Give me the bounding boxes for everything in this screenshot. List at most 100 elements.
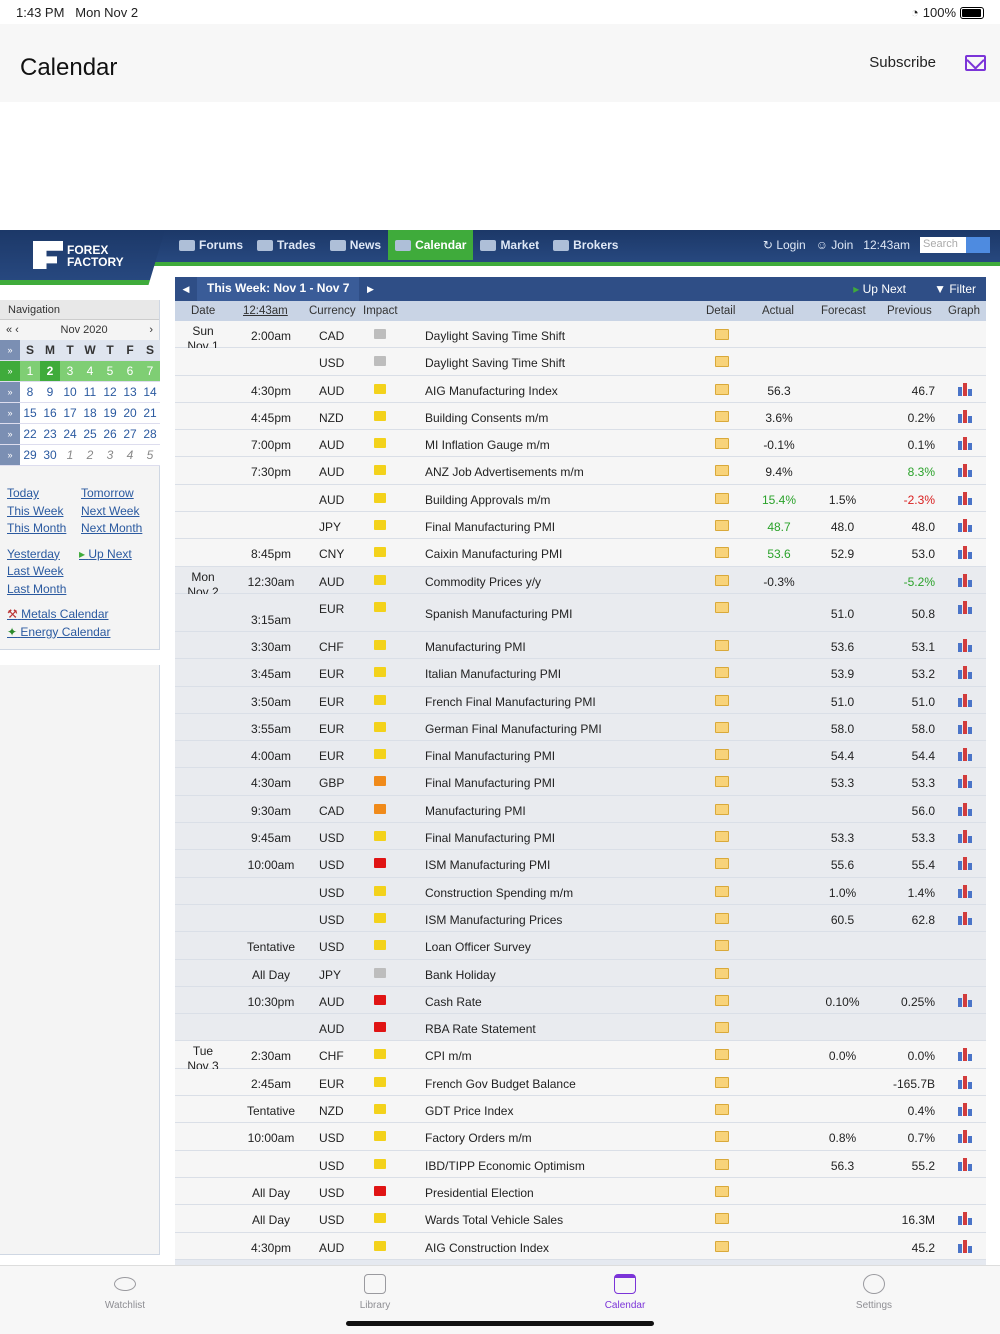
week-select-icon[interactable]: » bbox=[0, 424, 20, 445]
table-row[interactable]: 9:45am USD Final Manufacturing PMI 53.3 53.3 bbox=[175, 823, 986, 851]
table-row[interactable]: 10:30pm AUD Cash Rate 0.10% 0.25% bbox=[175, 986, 986, 1015]
forex-factory-logo[interactable]: FOREX FACTORY bbox=[0, 230, 165, 285]
link-up-next[interactable]: ▸ Up Next bbox=[79, 546, 132, 561]
graph-icon[interactable] bbox=[958, 1129, 972, 1144]
link-last-month[interactable]: Last Month bbox=[7, 581, 67, 596]
calendar-day[interactable]: 12 bbox=[100, 382, 120, 403]
detail-folder-icon[interactable] bbox=[715, 438, 729, 450]
calendar-day[interactable]: 19 bbox=[100, 403, 120, 424]
tab-library[interactable]: Library bbox=[315, 1274, 435, 1311]
impact-yellow-icon[interactable] bbox=[374, 1240, 386, 1251]
event-title[interactable]: German Final Manufacturing PMI bbox=[425, 721, 602, 736]
event-title[interactable]: ISM Manufacturing Prices bbox=[425, 912, 563, 927]
detail-folder-icon[interactable] bbox=[715, 547, 729, 559]
graph-icon[interactable] bbox=[958, 518, 972, 533]
detail-folder-icon[interactable] bbox=[715, 1240, 729, 1252]
calendar-day[interactable]: 10 bbox=[60, 382, 80, 403]
table-row[interactable]: USD ISM Manufacturing Prices 60.5 62.8 bbox=[175, 904, 986, 933]
event-title[interactable]: Building Consents m/m bbox=[425, 410, 549, 425]
graph-icon[interactable] bbox=[958, 491, 972, 505]
impact-yellow-icon[interactable] bbox=[374, 831, 386, 842]
week-select-icon[interactable]: » bbox=[0, 382, 20, 403]
event-title[interactable]: Italian Manufacturing PMI bbox=[425, 667, 562, 682]
event-title[interactable]: Final Manufacturing PMI bbox=[425, 520, 556, 535]
event-title[interactable]: Construction Spending m/m bbox=[425, 885, 574, 900]
detail-folder-icon[interactable] bbox=[715, 776, 729, 788]
calendar-day[interactable]: 5 bbox=[100, 361, 120, 382]
prev-year-icon[interactable]: « ‹ bbox=[6, 324, 19, 336]
graph-icon[interactable] bbox=[958, 747, 972, 762]
detail-folder-icon[interactable] bbox=[715, 1076, 729, 1088]
calendar-day[interactable]: 28 bbox=[140, 424, 160, 445]
nav-calendar[interactable]: Calendar bbox=[388, 230, 474, 260]
graph-icon[interactable] bbox=[958, 436, 972, 451]
graph-icon[interactable] bbox=[958, 573, 972, 587]
table-row[interactable]: 4:45pm NZD Building Consents m/m 3.6% 0.2% bbox=[175, 402, 986, 431]
link-energy-calendar[interactable]: ✦ Energy Calendar bbox=[7, 624, 111, 639]
graph-icon[interactable] bbox=[958, 911, 972, 925]
calendar-day[interactable]: 1 bbox=[60, 445, 80, 466]
calendar-day[interactable]: 9 bbox=[40, 382, 60, 403]
calendar-day[interactable]: 4 bbox=[120, 445, 140, 466]
table-row[interactable]: 4:00am EUR Final Manufacturing PMI 54.4 54.4 bbox=[175, 741, 986, 769]
event-title[interactable]: Loan Officer Survey bbox=[425, 940, 531, 955]
impact-yellow-icon[interactable] bbox=[374, 547, 386, 558]
col-time[interactable]: 12:43am bbox=[243, 305, 288, 317]
link-yesterday[interactable]: Yesterday bbox=[7, 546, 60, 561]
impact-gray-icon[interactable] bbox=[374, 967, 386, 978]
link-next-month[interactable]: Next Month bbox=[81, 521, 143, 535]
calendar-day[interactable]: 30 bbox=[40, 445, 60, 466]
table-row[interactable]: USD Daylight Saving Time Shift bbox=[175, 348, 986, 376]
detail-folder-icon[interactable] bbox=[715, 410, 729, 422]
calendar-day[interactable]: 24 bbox=[60, 424, 80, 445]
search-icon[interactable] bbox=[966, 237, 990, 253]
mail-icon[interactable] bbox=[965, 55, 986, 71]
impact-yellow-icon[interactable] bbox=[374, 667, 386, 678]
impact-orange-icon[interactable] bbox=[374, 803, 386, 814]
graph-icon[interactable] bbox=[958, 600, 972, 614]
calendar-day[interactable]: 21 bbox=[140, 403, 160, 424]
graph-icon[interactable] bbox=[958, 1239, 972, 1253]
graph-icon[interactable] bbox=[958, 409, 972, 423]
tab-settings[interactable]: Settings bbox=[814, 1274, 934, 1311]
event-title[interactable]: AIG Construction Index bbox=[425, 1240, 550, 1255]
graph-icon[interactable] bbox=[958, 545, 972, 560]
link-this-month[interactable]: This Month bbox=[7, 521, 67, 535]
impact-yellow-icon[interactable] bbox=[374, 520, 386, 531]
table-row[interactable]: 4:30am GBP Final Manufacturing PMI 53.3 53.3 bbox=[175, 768, 986, 796]
event-title[interactable]: Manufacturing PMI bbox=[425, 639, 526, 654]
graph-icon[interactable] bbox=[958, 1075, 972, 1089]
impact-yellow-icon[interactable] bbox=[374, 885, 386, 896]
impact-yellow-icon[interactable] bbox=[374, 749, 386, 760]
table-row[interactable]: 7:30pm AUD ANZ Job Advertisements m/m 9.4% 8… bbox=[175, 457, 986, 485]
table-row[interactable]: AUD RBA Rate Statement bbox=[175, 1014, 986, 1042]
graph-icon[interactable] bbox=[958, 774, 972, 789]
event-title[interactable]: Final Manufacturing PMI bbox=[425, 831, 556, 846]
event-title[interactable]: Final Manufacturing PMI bbox=[425, 749, 556, 764]
nav-news[interactable]: News bbox=[323, 230, 388, 260]
calendar-collapse-icon[interactable]: » bbox=[0, 340, 20, 361]
detail-folder-icon[interactable] bbox=[715, 858, 729, 870]
table-row[interactable]: Sun Nov 1 2:00am CAD Daylight Saving Time Sh… bbox=[175, 321, 986, 353]
next-month-icon[interactable]: › bbox=[149, 324, 153, 336]
calendar-day[interactable]: 1 bbox=[20, 361, 40, 382]
table-row[interactable]: 3:50am EUR French Final Manufacturing PMI 5… bbox=[175, 686, 986, 714]
event-title[interactable]: Daylight Saving Time Shift bbox=[425, 329, 566, 343]
impact-yellow-icon[interactable] bbox=[374, 1076, 386, 1087]
link-last-week[interactable]: Last Week bbox=[7, 564, 64, 578]
event-title[interactable]: Final Manufacturing PMI bbox=[425, 776, 556, 791]
detail-folder-icon[interactable] bbox=[715, 940, 729, 952]
subscribe-button[interactable]: Subscribe bbox=[869, 54, 936, 71]
calendar-day[interactable]: 4 bbox=[80, 361, 100, 382]
graph-icon[interactable] bbox=[958, 638, 972, 652]
impact-red-icon[interactable] bbox=[374, 994, 386, 1005]
detail-folder-icon[interactable] bbox=[715, 803, 729, 815]
detail-folder-icon[interactable] bbox=[715, 721, 729, 733]
table-row[interactable]: Tentative USD Loan Officer Survey bbox=[175, 932, 986, 960]
impact-yellow-icon[interactable] bbox=[374, 601, 386, 612]
detail-folder-icon[interactable] bbox=[715, 1022, 729, 1034]
calendar-day[interactable]: 27 bbox=[120, 424, 140, 445]
impact-yellow-icon[interactable] bbox=[374, 1213, 386, 1224]
detail-folder-icon[interactable] bbox=[715, 1185, 729, 1197]
detail-folder-icon[interactable] bbox=[715, 967, 729, 979]
